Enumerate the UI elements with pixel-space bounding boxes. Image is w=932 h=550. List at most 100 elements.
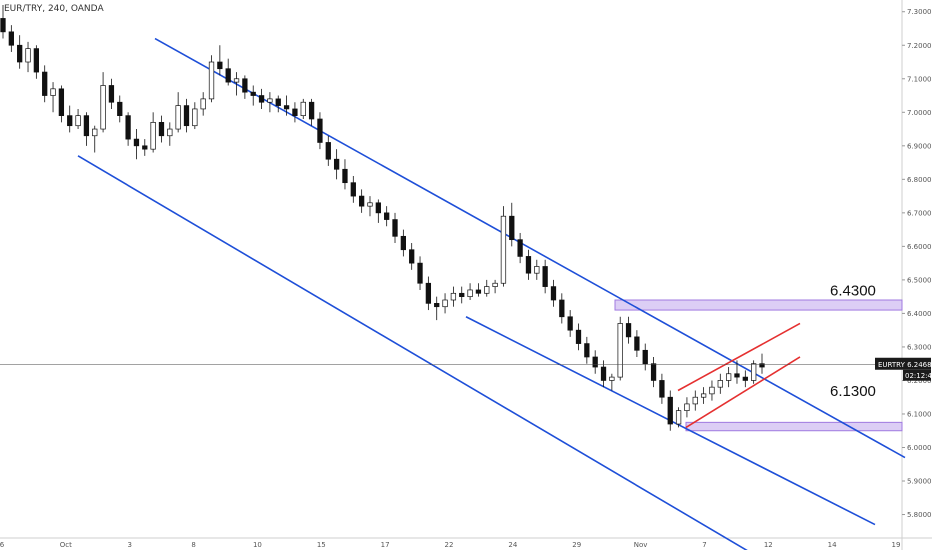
candle — [208, 55, 215, 103]
countdown-bg — [903, 369, 931, 381]
rising-wedge-upper — [677, 322, 801, 392]
candle-body-down — [734, 373, 740, 378]
candle-body-down — [475, 289, 482, 294]
candle — [567, 310, 573, 337]
candle — [117, 95, 123, 123]
countdown-label: 02:12:43 — [905, 372, 932, 380]
candle-body-down — [575, 329, 582, 344]
candle-body-down — [283, 105, 290, 110]
candle — [592, 350, 598, 374]
candle-body-down — [392, 219, 398, 237]
candle-body-down — [592, 356, 598, 368]
trend-lines-layer — [77, 37, 906, 550]
candle — [600, 360, 607, 388]
candle-body-up — [200, 98, 206, 110]
candle — [275, 95, 281, 113]
candle — [550, 279, 557, 307]
candle-body-up — [534, 266, 540, 274]
candle-body-down — [217, 61, 223, 70]
candle-body-down — [417, 262, 423, 284]
candle — [92, 125, 98, 153]
candle — [217, 45, 223, 76]
candle-body-down — [258, 95, 265, 103]
candle-body-down — [525, 256, 532, 274]
y-tick-label: 7.30000 — [907, 8, 932, 16]
candle-body-up — [175, 105, 181, 130]
candle-body-up — [267, 98, 273, 103]
candle — [225, 58, 231, 86]
candle-body-down — [225, 68, 231, 83]
candle — [125, 112, 131, 146]
candle-body-up — [684, 403, 690, 411]
x-tick-label: 17 — [381, 541, 390, 549]
candle — [283, 95, 290, 116]
candle — [484, 279, 490, 297]
candle — [734, 360, 740, 384]
candle — [659, 373, 665, 404]
candle — [492, 279, 498, 294]
outer-channel-lower — [77, 155, 748, 550]
candle — [242, 75, 248, 99]
candle-body-up — [25, 48, 31, 63]
candle — [425, 276, 432, 311]
candle-body-up — [300, 101, 306, 116]
candle — [525, 249, 532, 280]
y-tick-label: 7.00000 — [907, 109, 932, 117]
candle-body-down — [333, 158, 340, 170]
candle-body-up — [75, 115, 81, 127]
candle — [717, 373, 723, 394]
candle — [42, 65, 48, 103]
candle-body-up — [717, 380, 723, 388]
candle-body-down — [659, 380, 665, 398]
candle — [450, 286, 457, 307]
y-tick-label: 6.50000 — [907, 276, 932, 284]
candle — [17, 35, 23, 69]
candle — [434, 296, 440, 321]
candle-body-down — [634, 336, 640, 351]
candle-body-up — [500, 215, 507, 284]
candle-body-down — [133, 138, 140, 147]
candle-body-down — [317, 118, 323, 143]
x-tick-label: 12 — [764, 541, 773, 549]
candle-body-up — [484, 286, 490, 294]
x-tick-label: 29 — [572, 541, 581, 549]
candle — [67, 105, 73, 133]
candle-body-down — [83, 115, 90, 137]
candle — [142, 139, 148, 156]
outer-channel-upper — [154, 37, 906, 459]
candle — [542, 259, 548, 294]
level-label: 6.1300 — [830, 383, 876, 400]
candle — [325, 135, 331, 166]
y-tick-label: 7.20000 — [907, 42, 932, 50]
candle — [342, 159, 348, 190]
candle — [175, 92, 181, 133]
price-tag-bg — [875, 357, 931, 370]
candle — [258, 88, 265, 109]
candle — [75, 108, 81, 130]
x-tick-label: 7 — [702, 541, 706, 549]
y-tick-label: 6.20000 — [907, 377, 932, 385]
candle — [700, 387, 707, 404]
candle — [100, 72, 106, 133]
candle-body-down — [400, 235, 406, 251]
candle — [200, 92, 206, 116]
candle-body-down — [125, 115, 131, 140]
candle — [725, 367, 732, 388]
candle — [333, 149, 340, 180]
candle-body-up — [208, 61, 215, 100]
candle-body-down — [33, 48, 40, 73]
candle — [609, 373, 615, 391]
candle — [58, 85, 65, 123]
candle-body-down — [459, 292, 465, 298]
candle — [417, 256, 423, 290]
candle — [575, 323, 582, 351]
candle-body-up — [492, 282, 498, 287]
candle-body-down — [550, 286, 557, 301]
candle — [0, 5, 6, 39]
candle-body-down — [117, 101, 123, 116]
candle — [150, 112, 156, 153]
resistance-zone — [614, 299, 903, 311]
candle-body-down — [8, 31, 14, 46]
